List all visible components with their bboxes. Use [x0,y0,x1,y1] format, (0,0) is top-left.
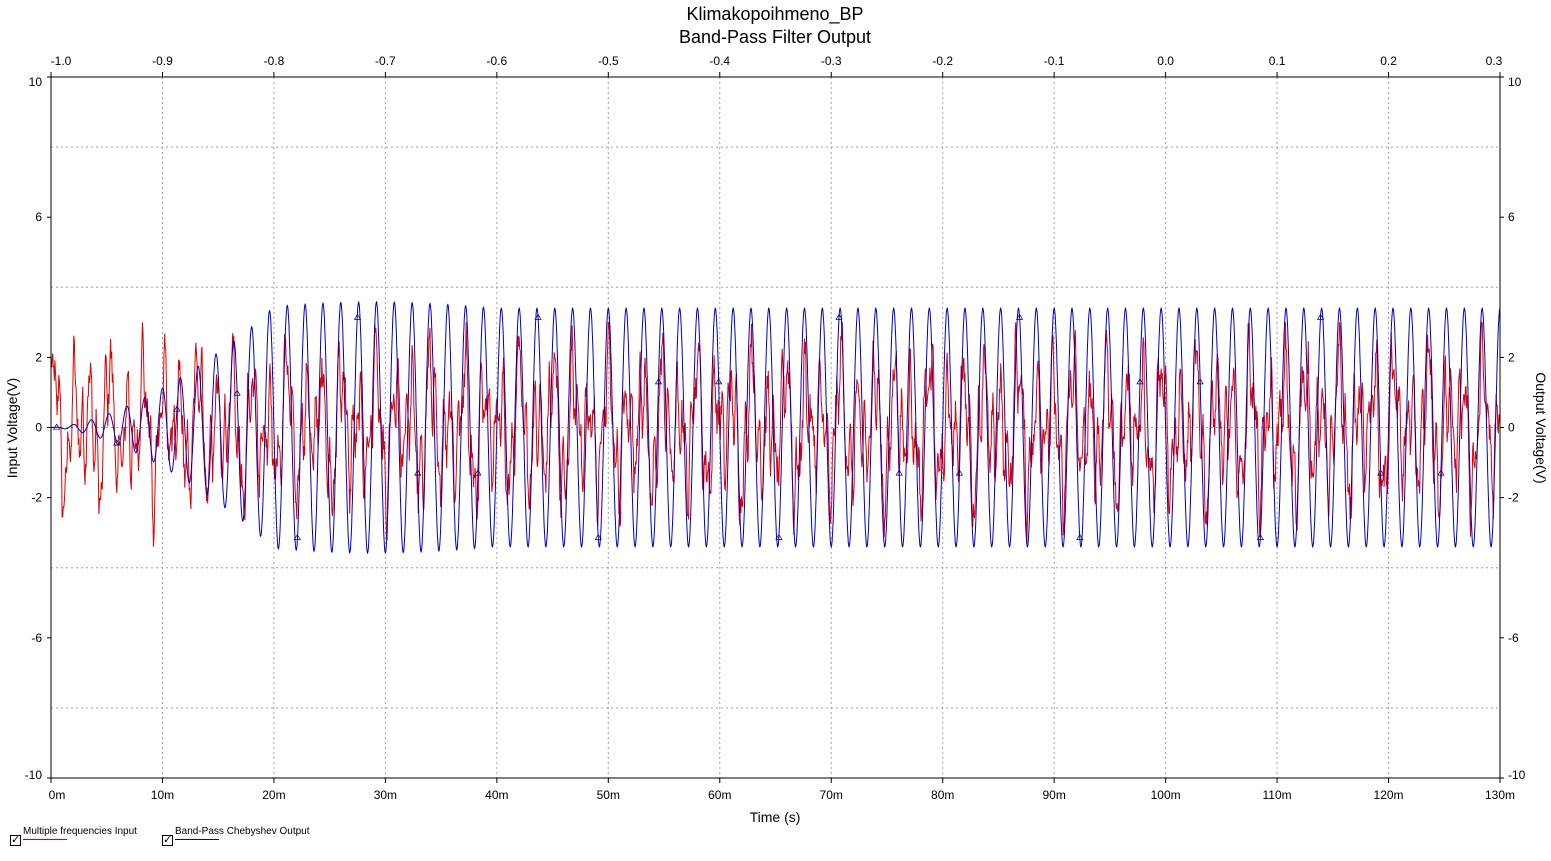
x-tick-label-top: -0.8 [264,54,285,68]
series-marker-output [1437,469,1445,476]
chart-subtitle: Band-Pass Filter Output [679,27,871,47]
legend-output-checkbox[interactable] [162,833,173,846]
y-tick-label-right: 0 [1508,421,1515,435]
x-tick-label-bottom: 40m [485,788,508,802]
legend-output-swatch [175,839,219,840]
x-tick-label-bottom: 100m [1151,788,1181,802]
x-tick-label-bottom: 50m [597,788,620,802]
x-tick-label-top: -0.4 [709,54,730,68]
series-marker-output [895,469,903,476]
series-marker-output [775,533,783,540]
x-tick-label-top: 0.3 [1486,54,1503,68]
series-marker-output [715,378,723,385]
x-tick-label-bottom: 70m [820,788,843,802]
ticks: 0m -1.0 10m -0.9 20m -0.8 30m -0.7 40m -0.6 50m -0.… [25,54,1526,802]
series-marker-output [1136,378,1144,385]
y-tick-label-right: 10 [1508,75,1522,89]
y-tick-label-left: 10 [29,75,43,89]
x-tick-label-bottom: 20m [262,788,285,802]
y-tick-label-right: -6 [1508,631,1519,645]
legend-input-swatch [23,839,67,840]
series-marker-output [1196,378,1204,385]
x-tick-label-bottom: 130m [1485,788,1515,802]
series-marker-output [534,313,542,320]
legend-item-input[interactable]: Multiple frequencies Input [10,826,137,846]
x-tick-label-top: 0.0 [1157,54,1174,68]
series-marker-output [1076,533,1084,540]
y-tick-label-left: 0 [35,421,42,435]
x-tick-label-top: -0.5 [598,54,619,68]
x-axis-label: Time (s) [750,809,801,825]
series-marker-output [293,533,301,540]
legend-input-checkbox[interactable] [10,833,21,846]
x-tick-label-top: -0.2 [932,54,953,68]
chart-title: Klimakopoihmeno_BP [686,4,863,25]
x-tick-label-top: 0.2 [1380,54,1397,68]
x-tick-label-bottom: 80m [931,788,954,802]
series-marker-output [353,313,362,320]
series-marker-output [835,313,843,320]
y-tick-label-left: -2 [31,491,42,505]
legend-item-output[interactable]: Band-Pass Chebyshev Output [162,826,310,846]
x-tick-label-top: -0.6 [487,54,508,68]
y-axis-right-label: Output Voltage(V) [1533,372,1549,483]
series-marker-output [1316,313,1325,320]
series-marker-output [955,469,964,476]
x-tick-label-bottom: 60m [708,788,731,802]
series-marker-output [113,439,121,446]
x-tick-label-top: -0.9 [152,54,173,68]
x-tick-label-bottom: 30m [374,788,397,802]
y-tick-label-right: 2 [1508,350,1515,364]
x-tick-label-top: 0.1 [1269,54,1286,68]
x-tick-label-bottom: 120m [1374,788,1404,802]
x-tick-label-top: -1.0 [51,54,72,68]
y-axis-left-label: Input Voltage(V) [4,378,20,478]
series-marker-output [52,423,61,430]
series-marker-output [474,469,482,476]
series-marker-output [233,389,241,396]
plot-frame [50,76,1501,779]
series-line-input [50,321,1501,547]
x-tick-label-bottom: 110m [1263,788,1292,802]
x-tick-label-top: -0.1 [1044,54,1065,68]
x-tick-label-top: -0.7 [375,54,396,68]
series-marker-output [1377,469,1385,476]
series-marker-output [173,405,181,412]
legend-input-label: Multiple frequencies Input [23,826,137,837]
y-tick-label-left: -6 [31,631,42,645]
y-tick-label-left: 6 [35,210,42,224]
legend-output-label: Band-Pass Chebyshev Output [175,826,310,837]
x-tick-label-top: -0.3 [821,54,842,68]
series-marker-output [594,533,602,540]
series-marker-output [654,378,663,385]
series-marker-output [1256,533,1264,540]
x-tick-label-bottom: 10m [151,788,174,802]
y-tick-label-left: 2 [35,350,42,364]
series-marker-output [1015,313,1024,320]
x-tick-label-bottom: 0m [49,788,66,802]
series-group [50,300,1501,555]
x-tick-label-bottom: 90m [1042,788,1065,802]
series-marker-output [414,469,422,476]
y-tick-label-right: -2 [1508,491,1519,505]
y-tick-label-left: -10 [25,768,43,782]
series-line-output [51,300,1501,555]
y-tick-label-right: -10 [1508,768,1526,782]
y-tick-label-right: 6 [1508,210,1515,224]
